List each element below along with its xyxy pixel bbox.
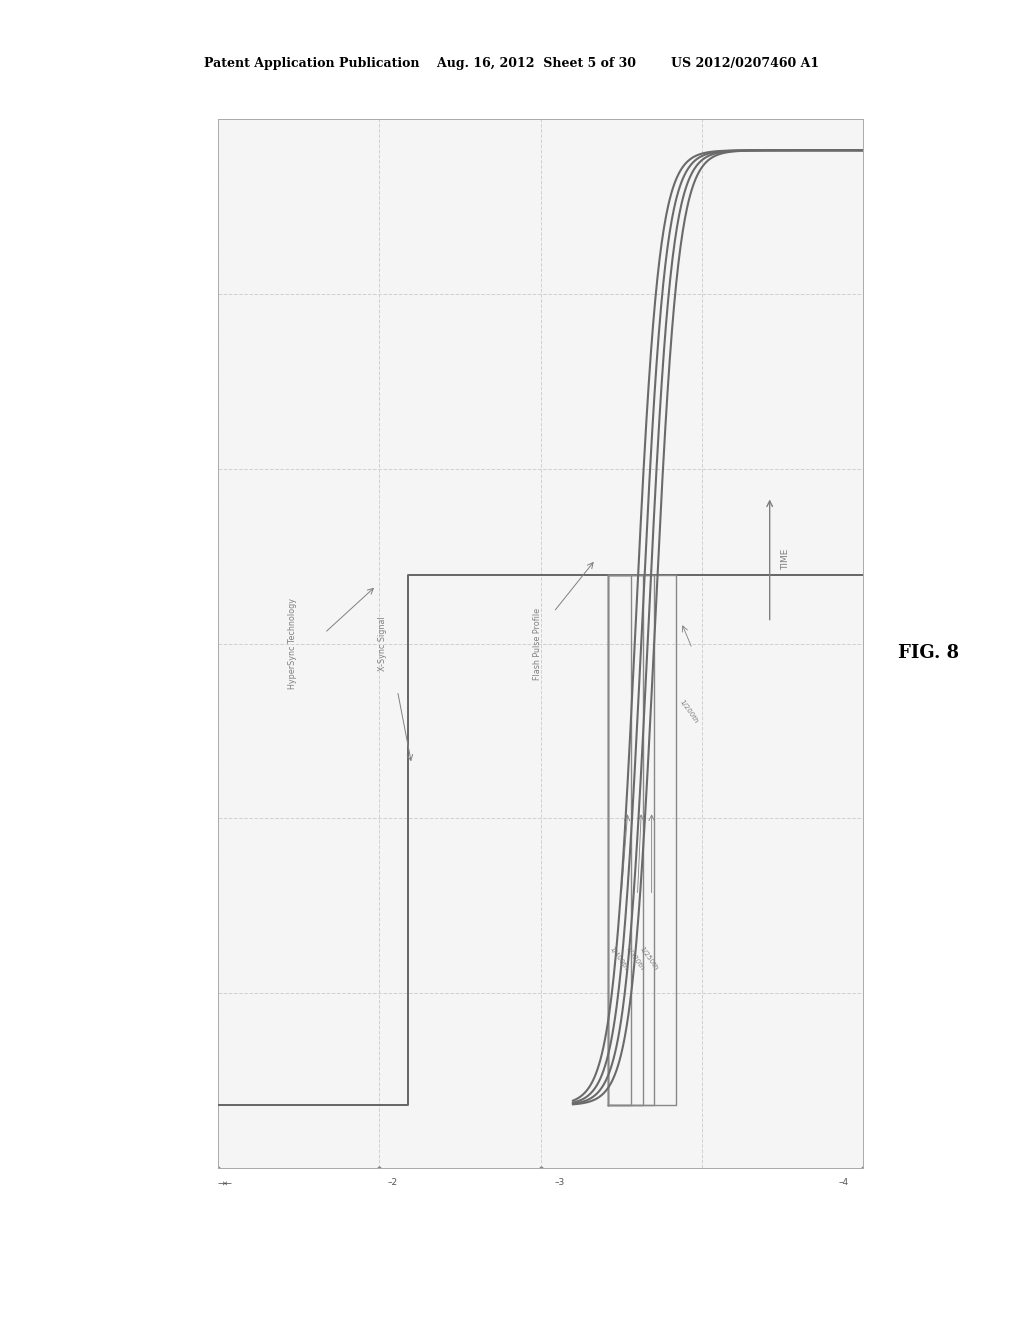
Text: FIG. 8: FIG. 8 (898, 644, 959, 663)
Text: –4: –4 (839, 1179, 849, 1187)
Text: 2.00V/: 2.00V/ (176, 960, 184, 987)
Text: 10V/: 10V/ (176, 723, 184, 742)
Text: Trig’d?: Trig’d? (178, 525, 182, 552)
Text: 500.0μs: 500.0μs (177, 403, 183, 433)
Text: 1/320th: 1/320th (624, 945, 644, 972)
Text: HyperSync Technology: HyperSync Technology (288, 598, 297, 689)
Text: Patent Application Publication    Aug. 16, 2012  Sheet 5 of 30        US 2012/02: Patent Application Publication Aug. 16, … (205, 57, 819, 70)
Text: Flash Pulse Profile: Flash Pulse Profile (532, 607, 542, 680)
Text: –3: –3 (555, 1179, 565, 1187)
Text: 1: 1 (208, 1106, 212, 1115)
Text: TIME: TIME (781, 549, 791, 570)
Text: X-Sync Signal: X-Sync Signal (378, 616, 387, 671)
Text: 1/400th: 1/400th (607, 945, 629, 972)
Text: →←: →← (217, 1179, 232, 1187)
Text: –2: –2 (387, 1179, 397, 1187)
Text: 1.25V: 1.25V (176, 133, 184, 157)
Text: 500.0μs: 500.0μs (177, 267, 183, 296)
Text: 3: 3 (208, 277, 212, 286)
Text: 4: 4 (208, 487, 212, 496)
Text: 2: 2 (208, 970, 212, 978)
Text: t: t (176, 599, 184, 603)
Text: 1/250th: 1/250th (638, 945, 658, 972)
Text: 1/200th: 1/200th (679, 698, 699, 725)
